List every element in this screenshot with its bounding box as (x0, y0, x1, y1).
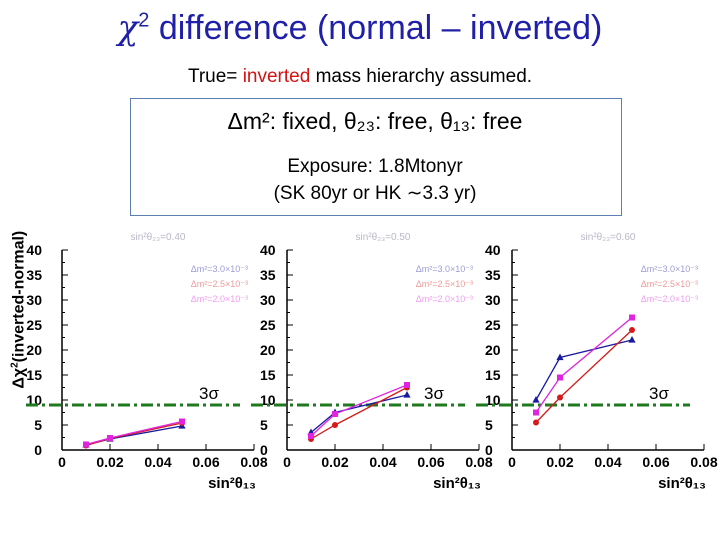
y-tick-label: 35 (485, 267, 501, 283)
y-tick-label: 10 (260, 392, 276, 408)
x-tick-label: 0 (58, 454, 66, 470)
x-tick-label: 0.08 (465, 454, 492, 470)
title-chi-symbol: χ (117, 8, 139, 48)
y-tick-label: 30 (260, 292, 276, 308)
y-tick-label: 30 (26, 292, 42, 308)
data-point-square (83, 441, 89, 448)
x-tick-label: 0.02 (546, 454, 573, 470)
y-tick-label: 40 (260, 242, 276, 258)
y-tick-label: 5 (485, 417, 493, 433)
data-point-square (179, 418, 185, 425)
x-axis-label: sin²θ₁₃ (208, 475, 256, 492)
legend-entry: Δm²=2.5×10⁻³ (416, 279, 473, 289)
exposure-line-1: Exposure: 1.8Mtonyr (287, 156, 463, 177)
y-tick-label: 5 (260, 417, 268, 433)
chart-panel-middle: 0 5 10 15 20 25 30 35 40 0 0.02 0.04 0.06 0.08 sin²θ₁₃… (251, 232, 493, 492)
subtitle-suffix: mass hierarchy assumed. (310, 66, 533, 87)
x-tick-label: 0.04 (144, 454, 171, 470)
x-tick-label: 0.06 (417, 454, 444, 470)
legend-entry: Δm²=3.0×10⁻³ (191, 264, 248, 274)
y-tick-label: 0 (34, 442, 42, 458)
x-tick-label: 0.06 (642, 454, 669, 470)
data-point-square (332, 411, 338, 417)
y-tick-label: 15 (26, 367, 42, 383)
data-point-square (308, 433, 314, 439)
data-point-triangle (403, 391, 411, 398)
exposure-line-2: (SK 80yr or HK ∼3.3 yr) (273, 183, 477, 204)
data-point-circle (629, 327, 635, 333)
series-line (310, 394, 408, 433)
y-tick-label: 40 (485, 242, 501, 258)
x-tick-label: 0 (283, 454, 291, 470)
x-axis-label: sin²θ₁₃ (433, 475, 481, 492)
title-exponent: 2 (138, 9, 150, 32)
data-point-square (557, 374, 563, 381)
y-tick-label: 30 (485, 292, 501, 308)
sigma-label: 3σ (649, 384, 669, 403)
title-text: difference (normal – inverted) (149, 9, 603, 47)
data-point-square (533, 409, 539, 416)
y-tick-label: 0 (485, 442, 493, 458)
legend-entry: Δm²=3.0×10⁻³ (641, 264, 698, 274)
y-tick-label: 25 (26, 317, 42, 333)
legend-entry: Δm²=2.5×10⁻³ (641, 279, 698, 289)
series-line (85, 425, 183, 446)
parameter-line: Δm²: fixed, θ₂₃: free, θ₁₃: free (227, 108, 523, 134)
x-axis-label: sin²θ₁₃ (658, 475, 706, 492)
x-tick-label: 0.06 (192, 454, 219, 470)
panel-header: sin²θ₂₃=0.40 (131, 232, 186, 243)
legend-entry: Δm²=2.0×10⁻³ (416, 294, 473, 304)
panel-header: sin²θ₂₃=0.50 (356, 232, 411, 243)
sigma-label: 3σ (199, 384, 219, 403)
y-tick-label: 25 (485, 317, 501, 333)
subtitle-highlight: inverted (242, 66, 311, 87)
x-tick-label: 0.08 (690, 454, 717, 470)
series-line (85, 420, 183, 446)
y-tick-label: 15 (260, 367, 276, 383)
series-line (535, 329, 633, 423)
series-line (535, 317, 633, 413)
panel-header: sin²θ₂₃=0.60 (581, 232, 636, 243)
x-tick-label: 0.02 (96, 454, 123, 470)
x-tick-label: 0.04 (594, 454, 621, 470)
legend-entry: Δm²=3.0×10⁻³ (416, 264, 473, 274)
data-point-triangle (532, 396, 540, 403)
data-point-circle (332, 422, 338, 428)
series-line (310, 386, 408, 440)
parameter-box (130, 98, 622, 216)
legend-entry: Δm²=2.0×10⁻³ (641, 294, 698, 304)
x-tick-label: 0 (508, 454, 516, 470)
series-line (310, 384, 408, 437)
x-tick-label: 0.04 (369, 454, 396, 470)
data-point-circle (557, 394, 563, 401)
page-title: χ2 difference (normal – inverted) (0, 8, 720, 48)
data-point-circle (533, 419, 539, 426)
y-tick-label: 20 (26, 342, 42, 358)
subtitle-prefix: True= (187, 66, 243, 87)
y-tick-label: 40 (26, 242, 42, 258)
y-tick-label: 35 (260, 267, 276, 283)
chart-panel-right: 0 5 10 15 20 25 30 35 40 0 0.02 0.04 0.06 0.08 sin²θ₁₃… (476, 232, 718, 492)
y-tick-label: 0 (260, 442, 268, 458)
x-tick-label: 0.08 (240, 454, 267, 470)
y-tick-label: 35 (26, 267, 42, 283)
y-tick-label: 20 (485, 342, 501, 358)
data-point-triangle (628, 336, 636, 343)
legend-entry: Δm²=2.5×10⁻³ (191, 279, 248, 289)
y-tick-label: 15 (485, 367, 501, 383)
y-tick-label: 5 (34, 417, 42, 433)
subtitle: True= inverted mass hierarchy assumed. (0, 66, 720, 88)
legend-entry: Δm²=2.0×10⁻³ (191, 294, 248, 304)
y-tick-label: 20 (260, 342, 276, 358)
x-tick-label: 0.02 (321, 454, 348, 470)
data-point-square (107, 435, 113, 441)
y-tick-label: 25 (260, 317, 276, 333)
sigma-label: 3σ (424, 384, 444, 403)
y-tick-label: 10 (485, 392, 501, 408)
data-point-triangle (556, 353, 564, 361)
data-point-square (629, 314, 635, 321)
data-point-square (404, 382, 410, 388)
